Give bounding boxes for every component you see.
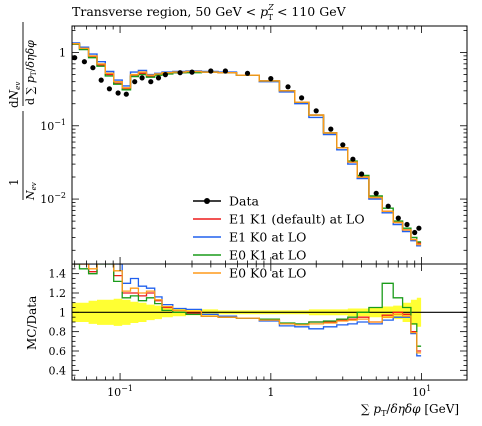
svg-text:Nev: Nev: [24, 182, 38, 201]
data-point: [350, 156, 356, 162]
data-point: [177, 70, 183, 76]
y-tick-label: 10−2: [40, 191, 66, 206]
data-point: [155, 75, 162, 81]
data-point: [416, 225, 422, 231]
legend-label: E1 K0 at LO: [229, 230, 306, 245]
data-point: [373, 190, 379, 196]
ratio-series-3: [78, 264, 422, 354]
data-point: [359, 171, 365, 177]
data-point: [222, 68, 228, 74]
y-tick-label: 10−1: [40, 118, 66, 133]
svg-text:d ∑ pT/δηδφ: d ∑ pT/δηδφ: [24, 40, 38, 105]
data-point: [189, 69, 195, 75]
data-point: [132, 79, 138, 85]
legend-item: Data: [193, 194, 259, 209]
legend-marker: [204, 198, 210, 204]
data-point: [139, 75, 145, 81]
data-point: [106, 86, 112, 92]
ratio-y-tick-label: 1: [59, 306, 66, 319]
x-tick-label: 1: [267, 386, 274, 399]
data-point: [162, 72, 168, 78]
data-point: [208, 68, 214, 74]
legend-label: E0 K0 at LO: [229, 266, 306, 281]
legend-label: E1 K1 (default) at LO: [229, 212, 365, 227]
ratio-y-tick-label: 0.4: [49, 364, 67, 377]
data-point: [395, 215, 401, 221]
data-point: [404, 221, 410, 228]
data-point: [148, 79, 154, 85]
data-point: [285, 84, 291, 90]
data-point: [123, 91, 129, 97]
data-point: [81, 59, 87, 65]
legend-label: Data: [229, 194, 259, 209]
data-point: [385, 203, 391, 209]
data-point: [412, 229, 418, 236]
data-point: [98, 77, 104, 83]
legend-item: E1 K1 (default) at LO: [193, 212, 365, 227]
legend-item: E1 K0 at LO: [193, 230, 306, 245]
chart-title: Transverse region, 50 GeV < pZ T < 110 Ge…: [72, 3, 347, 22]
ratio-y-tick-label: 1.2: [49, 287, 67, 300]
x-tick-label: 101: [412, 384, 431, 399]
data-point: [328, 126, 334, 132]
svg-text:1: 1: [7, 178, 21, 186]
data-point: [115, 90, 121, 96]
data-point: [244, 70, 251, 76]
legend-label: E0 K1 at LO: [229, 248, 306, 263]
ratio-y-tick-label: 1.4: [49, 268, 67, 281]
lower-ylabel: MC/Data: [25, 296, 39, 350]
legend-item: E0 K1 at LO: [193, 248, 306, 263]
data-point: [268, 76, 274, 82]
x-axis-title: ∑ pT/δηδφ [GeV]: [361, 402, 459, 418]
legend-item: E0 K0 at LO: [193, 266, 306, 281]
data-point: [299, 95, 305, 101]
upper-ylabel: 1 Nev dNev d ∑ pT/δηδφ: [7, 22, 38, 201]
data-point: [340, 142, 346, 148]
data-point: [72, 55, 78, 61]
ratio-y-tick-label: 0.6: [49, 345, 67, 358]
svg-text:dNev: dNev: [7, 82, 22, 108]
y-tick-label: 1: [59, 47, 66, 60]
data-point: [90, 65, 96, 71]
data-point: [313, 108, 319, 114]
x-tick-label: 10−1: [107, 384, 133, 399]
ratio-y-tick-label: 0.8: [49, 326, 67, 339]
